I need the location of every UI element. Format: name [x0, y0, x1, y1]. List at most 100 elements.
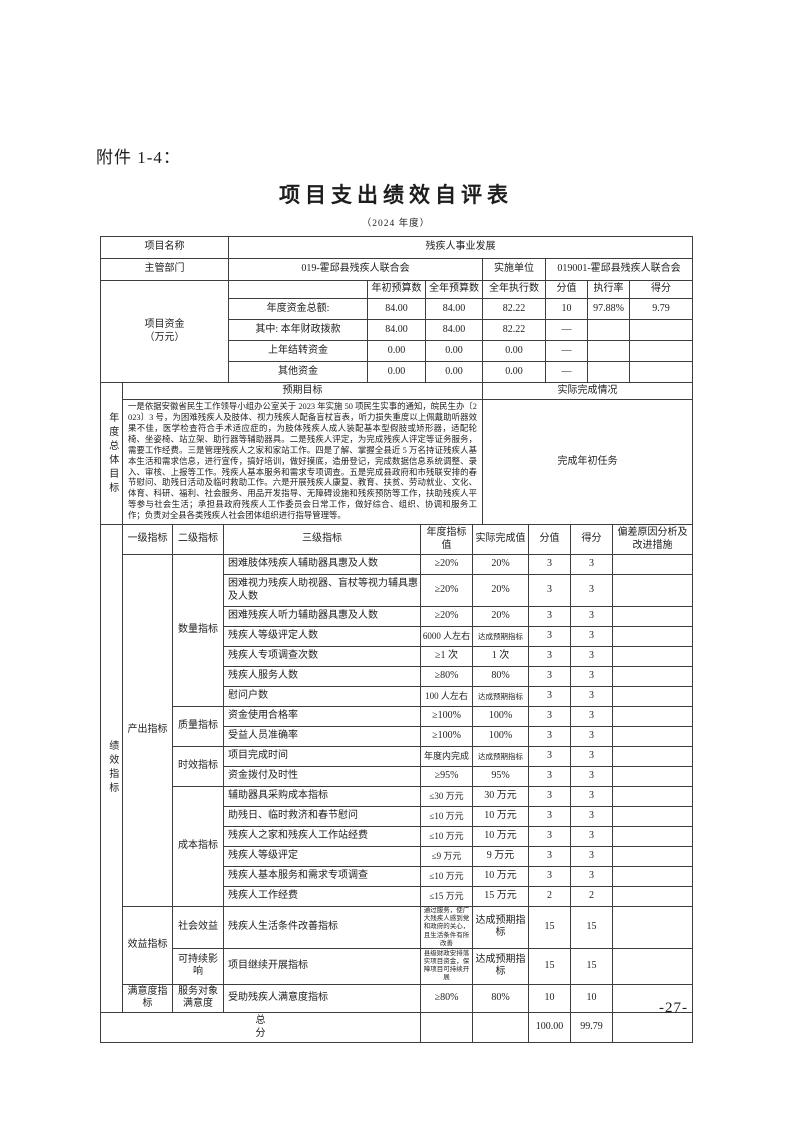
indicator-target: ≥1 次 — [420, 646, 473, 668]
indicator-points: 3 — [528, 826, 571, 848]
indicator-actual: 1 次 — [472, 646, 529, 668]
header-points: 分值 — [528, 524, 571, 556]
total-score: 99.79 — [570, 1011, 613, 1043]
indicator-target: ≥80% — [420, 666, 473, 688]
funding-row-score — [629, 319, 693, 341]
funding-row-begin: 84.00 — [367, 298, 426, 320]
indicator-name: 残疾人之家和残疾人工作站经费 — [223, 826, 421, 848]
funding-row-name: 其中: 本年财政拨款 — [228, 319, 368, 341]
indicator-points: 3 — [528, 554, 571, 576]
indicator-score: 3 — [570, 666, 613, 688]
total-deviation-empty — [612, 1011, 693, 1043]
indicator-actual: 达成预期指标 — [472, 746, 529, 768]
indicator-target: ≤9 万元 — [420, 846, 473, 868]
indicator-points: 3 — [528, 766, 571, 788]
indicator-deviation — [612, 726, 693, 748]
table-row: 满意度指标 服务对象满意度 受助残疾人满意度指标 ≥80% 80% 10 10 — [101, 983, 693, 1013]
table-row: 质量指标 资金使用合格率 ≥100% 100% 3 3 — [101, 706, 693, 748]
indicator-actual: 20% — [472, 574, 529, 608]
indicator-actual: 80% — [472, 983, 529, 1013]
indicator-actual: 20% — [472, 554, 529, 576]
level2-quality: 质量指标 — [172, 706, 224, 748]
impl-unit-label: 实施单位 — [482, 258, 546, 281]
indicator-name: 残疾人专项调查次数 — [223, 646, 421, 668]
indicator-score: 15 — [570, 947, 613, 985]
indicator-target: ≤15 万元 — [420, 886, 473, 908]
funding-header-rate: 执行率 — [587, 280, 630, 299]
header-deviation: 偏差原因分析及改进措施 — [612, 524, 693, 556]
annual-goal-table: 年度总体目标 预期目标 实际完成情况 一是依据安徽省民生工作领导小组办公室关于 … — [100, 381, 693, 526]
indicator-actual: 100% — [472, 726, 529, 748]
indicator-points: 3 — [528, 786, 571, 808]
funding-row-begin: 0.00 — [367, 361, 426, 383]
indicator-target: ≤10 万元 — [420, 806, 473, 828]
indicator-score: 3 — [570, 686, 613, 708]
level2-cost: 成本指标 — [172, 786, 224, 908]
indicator-points: 3 — [528, 806, 571, 828]
indicator-target: 100 人左右 — [420, 686, 473, 708]
funding-header-budget: 全年预算数 — [425, 280, 483, 299]
funding-row-name: 年度资金总额: — [228, 298, 368, 320]
funding-row-exec: 0.00 — [482, 361, 546, 383]
project-name-value: 残疾人事业发展 — [228, 236, 693, 259]
indicator-actual: 95% — [472, 766, 529, 788]
indicator-points: 3 — [528, 666, 571, 688]
indicator-points: 3 — [528, 626, 571, 648]
indicator-actual: 30 万元 — [472, 786, 529, 808]
indicator-target: ≥95% — [420, 766, 473, 788]
level2-timeliness: 时效指标 — [172, 746, 224, 788]
indicator-name: 助残日、临时救济和春节慰问 — [223, 806, 421, 828]
indicator-target: 通过服务，使广大残疾人感到党和政府的关心，且生活条件有所改善 — [420, 906, 473, 949]
indicator-name: 残疾人工作经费 — [223, 886, 421, 908]
funding-row-begin: 0.00 — [367, 340, 426, 362]
table-row: 绩效指标 一级指标 二级指标 三级指标 年度指标值 实际完成值 分值 得分 偏差… — [100, 524, 693, 1013]
funding-row-exec: 82.22 — [482, 298, 546, 320]
funding-row-rate: 97.88% — [587, 298, 630, 320]
actual-completion-text: 完成年初任务 — [482, 398, 693, 526]
indicator-deviation — [612, 626, 693, 648]
indicator-points: 3 — [528, 866, 571, 888]
indicator-name: 残疾人等级评定人数 — [223, 626, 421, 648]
indicator-points: 3 — [528, 706, 571, 728]
indicator-actual: 80% — [472, 666, 529, 688]
funding-table: 项目资金 （万元） 年初预算数 全年预算数 全年执行数 分值 执行率 得分 年度… — [100, 280, 693, 383]
table-row: 主管部门 019-霍邱县残疾人联合会 实施单位 019001-霍邱县残疾人联合会 — [100, 258, 693, 281]
funding-label: 项目资金 （万元） — [100, 280, 229, 383]
level1-benefit: 效益指标 — [122, 906, 173, 985]
level2-sustainability: 可持续影响 — [172, 947, 224, 985]
funding-row-points: — — [545, 361, 588, 383]
indicator-score: 2 — [570, 886, 613, 908]
indicator-deviation — [612, 806, 693, 828]
funding-row-score — [629, 361, 693, 383]
level2-social-benefit: 社会效益 — [172, 906, 224, 949]
indicator-name: 残疾人基本服务和需求专项调查 — [223, 866, 421, 888]
funding-header-exec: 全年执行数 — [482, 280, 546, 299]
indicator-points: 3 — [528, 846, 571, 868]
header-target: 年度指标值 — [420, 524, 473, 556]
funding-row-budget: 0.00 — [425, 340, 483, 362]
funding-row-budget: 84.00 — [425, 319, 483, 341]
indicator-actual: 20% — [472, 606, 529, 628]
indicator-score: 10 — [570, 983, 613, 1013]
indicator-deviation — [612, 574, 693, 608]
indicator-target: ≥100% — [420, 726, 473, 748]
table-row: 可持续影响 项目继续开展指标 县级财政安排落实项目资金，保障项目可持续开展 达成… — [101, 947, 693, 985]
indicator-deviation — [612, 606, 693, 628]
page-subtitle: （2024 年度） — [361, 219, 431, 229]
indicator-target: ≥80% — [420, 983, 473, 1013]
indicator-deviation — [612, 646, 693, 668]
indicator-name: 辅助器具采购成本指标 — [223, 786, 421, 808]
table-row: 残疾人工作经费 ≤15 万元 15 万元 2 2 — [101, 886, 693, 908]
indicator-score: 3 — [570, 786, 613, 808]
indicator-target: ≤10 万元 — [420, 826, 473, 848]
expected-goal-text: 一是依据安徽省民生工作领导小组办公室关于 2023 年实施 50 项民生实事的通… — [122, 398, 483, 526]
indicator-name: 项目完成时间 — [223, 746, 421, 768]
indicator-target: 县级财政安排落实项目资金，保障项目可持续开展 — [420, 947, 473, 985]
level1-output: 产出指标 — [122, 554, 173, 908]
indicator-points: 15 — [528, 906, 571, 949]
funding-row-begin: 84.00 — [367, 319, 426, 341]
table-row: 残疾人专项调查次数 ≥1 次 1 次 3 3 — [101, 646, 693, 668]
indicator-name: 资金使用合格率 — [223, 706, 421, 728]
indicator-score: 3 — [570, 626, 613, 648]
indicator-points: 3 — [528, 686, 571, 708]
